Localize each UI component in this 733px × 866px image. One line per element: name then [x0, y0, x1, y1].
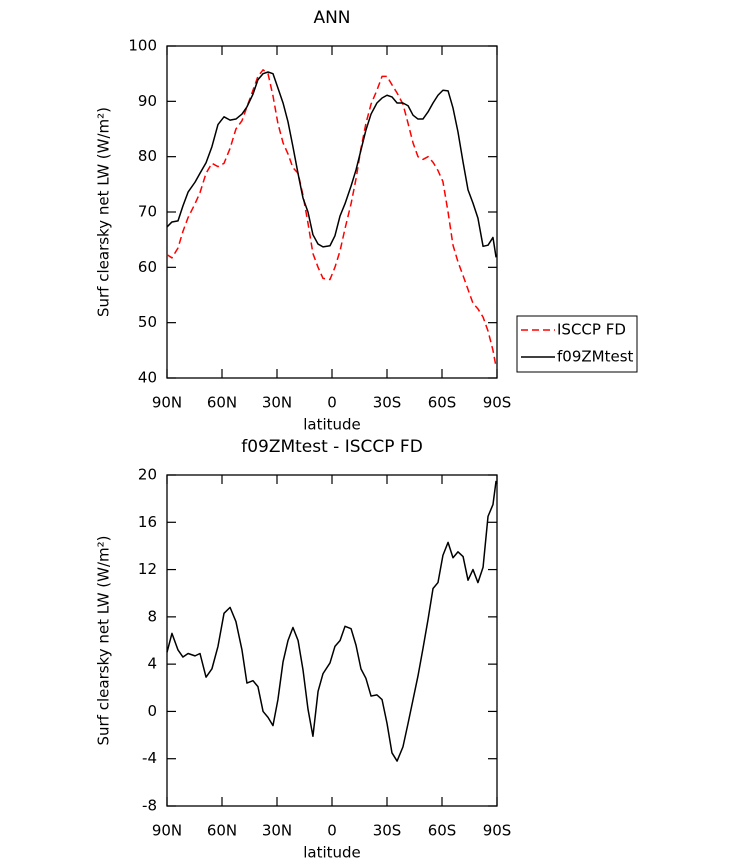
- y-tick-label: -8: [142, 797, 157, 815]
- y-axis-label: Surf clearsky net LW (W/m²): [95, 535, 113, 745]
- x-tick-label: 0: [327, 822, 337, 840]
- y-tick-label: 4: [147, 655, 157, 673]
- x-tick-label: 60N: [207, 822, 237, 840]
- y-tick-label: 12: [138, 560, 157, 578]
- x-axis-label: latitude: [303, 844, 361, 862]
- y-tick-label: 80: [138, 147, 157, 165]
- y-tick-label: -4: [142, 749, 157, 767]
- y-tick-label: 90: [138, 92, 157, 110]
- legend-label: ISCCP FD: [557, 321, 626, 339]
- y-tick-label: 20: [138, 466, 157, 484]
- x-tick-label: 30S: [373, 394, 402, 412]
- x-tick-label: 30N: [262, 394, 292, 412]
- chart-title: f09ZMtest - ISCCP FD: [241, 437, 423, 457]
- plot-frame: [166, 474, 498, 807]
- x-tick-label: 60S: [428, 394, 457, 412]
- y-tick-label: 50: [138, 313, 157, 331]
- y-axis-label: Surf clearsky net LW (W/m²): [95, 107, 113, 317]
- x-tick-label: 60S: [428, 822, 457, 840]
- x-tick-label: 90S: [483, 394, 512, 412]
- y-tick-label: 8: [147, 607, 157, 625]
- y-tick-label: 40: [138, 369, 157, 387]
- legend-box: [516, 315, 638, 373]
- y-tick-label: 60: [138, 258, 157, 276]
- y-tick-label: 16: [138, 513, 157, 531]
- x-tick-label: 30N: [262, 822, 292, 840]
- x-tick-label: 0: [327, 394, 337, 412]
- data-line: [166, 480, 497, 762]
- legend-label: f09ZMtest: [557, 348, 634, 366]
- x-axis-label: latitude: [303, 416, 361, 434]
- x-tick-label: 90S: [483, 822, 512, 840]
- x-tick-label: 90N: [152, 822, 182, 840]
- data-line: [166, 71, 497, 258]
- data-line: [166, 69, 497, 368]
- x-tick-label: 90N: [152, 394, 182, 412]
- x-tick-label: 30S: [373, 822, 402, 840]
- y-tick-label: 70: [138, 203, 157, 221]
- x-tick-label: 60N: [207, 394, 237, 412]
- y-tick-label: 100: [128, 37, 157, 55]
- chart-title: ANN: [313, 8, 350, 28]
- plot-frame: [166, 45, 498, 379]
- y-tick-label: 0: [147, 702, 157, 720]
